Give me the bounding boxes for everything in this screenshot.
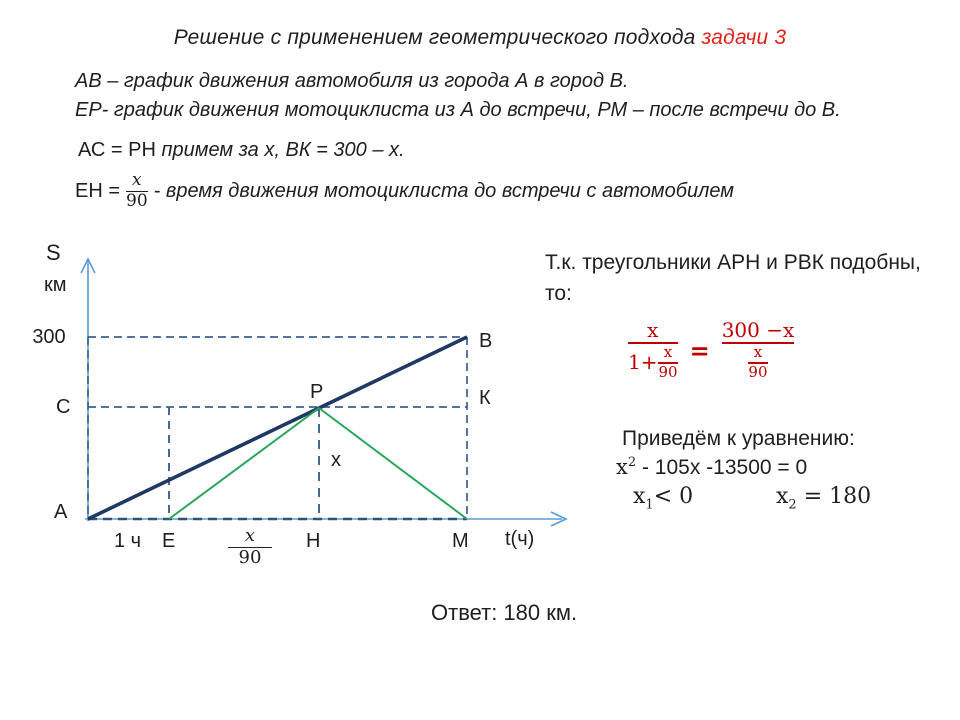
fraction-bar <box>228 546 272 548</box>
axis-fraction-den: 90 <box>238 546 262 568</box>
page-title: Решение с применением геометрического по… <box>0 26 960 50</box>
fraction-bar <box>658 361 678 364</box>
fraction-bar <box>126 190 148 192</box>
eh-prefix: ЕН = <box>75 179 121 202</box>
root-2-rest: = 180 <box>796 484 872 509</box>
point-label-h: Н <box>306 530 321 552</box>
left-den-frac-den: 90 <box>658 362 678 381</box>
proportion-right-den-fraction: x 90 <box>748 343 768 381</box>
page-title-black: Решение с применением геометрического по… <box>173 26 702 49</box>
root-2-sub: 2 <box>788 497 797 513</box>
axis-fraction-x-90: x 90 <box>228 525 272 568</box>
segment-label-x: х <box>331 449 341 471</box>
fraction-bar <box>748 361 768 364</box>
page-title-red: задачи 3 <box>701 26 787 49</box>
proportion-left-num: x <box>647 318 659 342</box>
point-label-a: А <box>54 501 68 523</box>
root-1: x1< 0 <box>633 484 693 512</box>
quadratic-exponent: 2 <box>627 455 637 470</box>
similarity-line-2: то: <box>545 282 572 305</box>
intro-line-2: ЕР- график движения мотоциклиста из А до… <box>75 99 841 121</box>
assumption-prefix: АС = РН <box>78 139 162 161</box>
answer-text: Ответ: 180 км. <box>431 600 578 625</box>
right-den-frac-num: x <box>753 343 763 361</box>
tick-label-1h: 1 ч <box>114 530 142 552</box>
fraction-bar <box>721 342 795 344</box>
eh-suffix: - время движения мотоциклиста до встречи… <box>153 179 734 202</box>
similarity-note: Т.к. треугольники АРН и РВК подобны, то: <box>545 247 921 309</box>
point-label-k: К <box>479 387 491 409</box>
proportion-right-fraction: 300 −x x 90 <box>721 318 795 381</box>
proportion-left-den: 1+ x 90 <box>628 343 678 381</box>
quadratic-rest: - 105х -13500 = 0 <box>636 456 808 479</box>
point-label-e: Е <box>162 530 176 552</box>
eh-fraction: x 90 <box>126 170 148 211</box>
right-den-frac-den: 90 <box>748 362 768 381</box>
point-label-c: С <box>56 396 71 418</box>
y-axis-label-s: S <box>46 240 61 265</box>
eh-definition: ЕН = x 90 - время движения мотоциклиста … <box>75 170 734 211</box>
quadratic-base: x <box>616 455 628 479</box>
intro-line-1: АВ – график движения автомобиля из город… <box>75 70 629 92</box>
quadratic-equation: x2 - 105х -13500 = 0 <box>616 455 807 480</box>
proportion-right-num: 300 −x <box>721 318 795 342</box>
proportion-left-den-prefix: 1+ <box>628 350 658 375</box>
root-1-rest: < 0 <box>653 484 694 509</box>
derivation-intro: Приведём к уравнению: <box>622 427 855 450</box>
assumption-line: АС = РН примем за х, ВК = 300 – х. <box>78 139 405 162</box>
proportion-left-fraction: x 1+ x 90 <box>628 320 678 381</box>
x-axis-label-t: t(ч) <box>505 528 535 550</box>
pm-motorcycle-line <box>318 407 468 520</box>
ep-motorcycle-line <box>168 407 320 520</box>
point-label-p: Р <box>310 381 324 403</box>
root-1-base: x <box>633 484 646 509</box>
proportion-equation: x 1+ x 90 = 300 −x x 90 <box>628 318 795 381</box>
fraction-bar <box>628 342 678 344</box>
eh-fraction-num: x <box>132 170 142 190</box>
proportion-left-den-fraction: x 90 <box>658 343 678 381</box>
y-axis-arrow-icon <box>80 257 96 274</box>
root-2-base: x <box>776 484 789 509</box>
eh-fraction-den: 90 <box>126 190 148 211</box>
root-1-sub: 1 <box>645 497 654 513</box>
left-den-frac-num: x <box>663 343 673 361</box>
ab-car-line <box>87 335 468 521</box>
axis-fraction-num: x <box>244 525 256 546</box>
x-axis-arrow-icon <box>550 511 568 527</box>
assumption-rest: примем за х, ВК = 300 – х. <box>161 139 405 161</box>
y-axis-label-km: км <box>44 274 67 296</box>
point-label-m: М <box>452 530 469 552</box>
root-2: x2 = 180 <box>776 484 871 512</box>
point-label-b: В <box>479 330 493 352</box>
y-tick-300: 300 <box>32 326 66 348</box>
equals-sign: = <box>689 335 710 365</box>
similarity-line-1: Т.к. треугольники АРН и РВК подобны, <box>545 251 921 274</box>
